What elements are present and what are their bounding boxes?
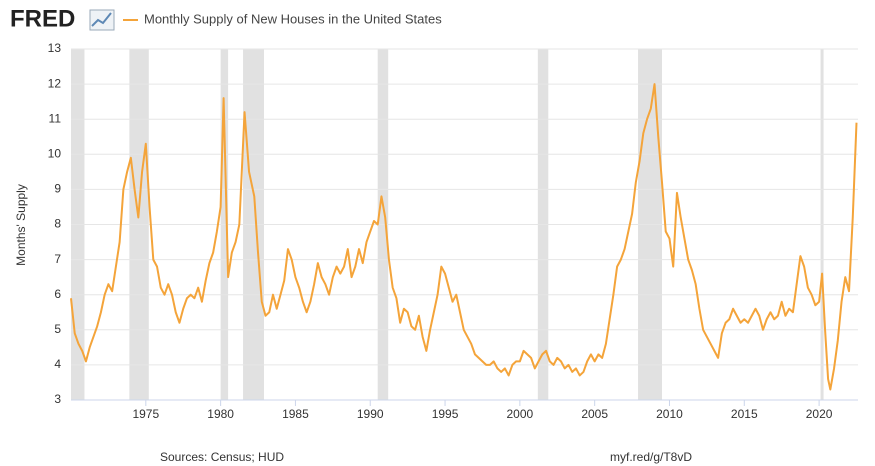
link: myf.red/g/T8vD <box>610 450 692 464</box>
x-tick-label: 2010 <box>656 407 683 421</box>
x-tick-label: 2000 <box>507 407 534 421</box>
data-line <box>70 83 858 391</box>
x-tick-label: 1985 <box>282 407 309 421</box>
y-tick-label: 13 <box>48 41 62 55</box>
y-tick-label: 6 <box>54 287 61 301</box>
y-tick-label: 12 <box>48 76 62 90</box>
logo-icon <box>89 9 115 31</box>
y-tick-label: 5 <box>54 322 61 336</box>
x-tick-label: 1980 <box>207 407 234 421</box>
x-tick-label: 1995 <box>432 407 459 421</box>
source: Sources: Census; HUD <box>160 450 284 464</box>
logo: FRED <box>10 5 75 32</box>
x-tick-label: 1975 <box>132 407 159 421</box>
y-tick-label: 4 <box>54 357 61 371</box>
y-axis-label: Months' Supply <box>14 184 28 266</box>
x-tick-label: 2005 <box>581 407 608 421</box>
y-tick-label: 11 <box>49 111 62 125</box>
x-tick-label: 1990 <box>357 407 384 421</box>
y-tick-label: 9 <box>54 182 61 196</box>
y-tick-label: 8 <box>54 217 61 231</box>
y-tick-label: 10 <box>48 146 62 160</box>
x-tick-label: 2015 <box>731 407 758 421</box>
y-tick-label: 3 <box>54 392 61 406</box>
y-tick-label: 7 <box>54 252 61 266</box>
x-tick-label: 2020 <box>806 407 833 421</box>
legend-label: Monthly Supply of New Houses in the Unit… <box>144 11 442 26</box>
